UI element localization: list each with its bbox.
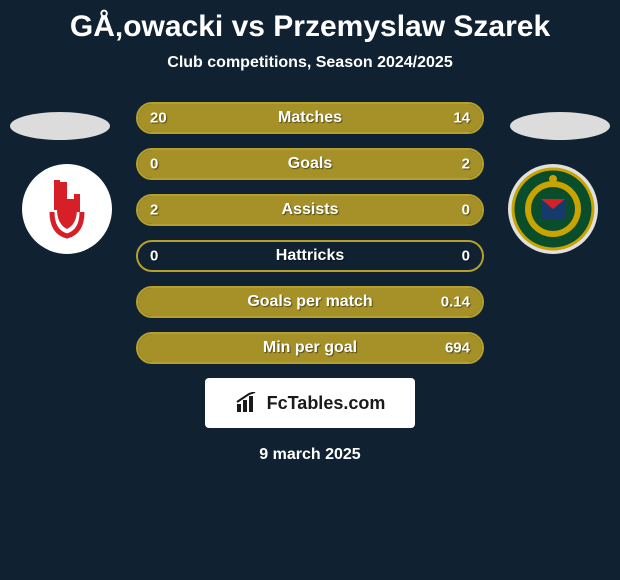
stat-value-right: 0: [462, 202, 470, 219]
stat-label: Goals per match: [247, 293, 372, 311]
club-badge-left: [22, 164, 112, 254]
brand-chart-icon: [235, 392, 261, 414]
stat-row: 2 Assists 0: [136, 194, 484, 226]
stat-value-right: 694: [445, 340, 470, 357]
stat-label: Assists: [282, 201, 339, 219]
page-title: GÅ‚owacki vs Przemyslaw Szarek: [0, 0, 620, 44]
stats-rows: 20 Matches 14 0 Goals 2 2 Assists 0 0 Hattricks 0 Go…: [136, 102, 484, 364]
stat-value-left: 0: [150, 156, 158, 173]
brand-inner: FcTables.com: [235, 392, 386, 414]
stat-value-right: 14: [453, 110, 470, 127]
stat-label: Hattricks: [276, 247, 344, 265]
brand-box[interactable]: FcTables.com: [205, 378, 415, 428]
club-badge-right: [508, 164, 598, 254]
stat-value-right: 0: [462, 248, 470, 265]
club-logo-left-icon: [32, 174, 102, 244]
stat-value-left: 20: [150, 110, 167, 127]
brand-text: FcTables.com: [267, 393, 386, 414]
stat-label: Min per goal: [263, 339, 357, 357]
stat-value-left: 0: [150, 248, 158, 265]
stats-area: 20 Matches 14 0 Goals 2 2 Assists 0 0 Hattricks 0 Go…: [0, 102, 620, 364]
stat-row: Goals per match 0.14: [136, 286, 484, 318]
stat-value-right: 0.14: [441, 294, 470, 311]
stat-row: Min per goal 694: [136, 332, 484, 364]
stat-value-right: 2: [462, 156, 470, 173]
player-oval-right: [510, 112, 610, 140]
stat-label: Goals: [288, 155, 332, 173]
stat-row: 0 Goals 2: [136, 148, 484, 180]
footer-date: 9 march 2025: [0, 446, 620, 464]
stat-label: Matches: [278, 109, 342, 127]
club-logo-right-icon: [511, 167, 595, 251]
stat-row: 0 Hattricks 0: [136, 240, 484, 272]
player-oval-left: [10, 112, 110, 140]
page-subtitle: Club competitions, Season 2024/2025: [0, 54, 620, 72]
stat-value-left: 2: [150, 202, 158, 219]
stat-row: 20 Matches 14: [136, 102, 484, 134]
